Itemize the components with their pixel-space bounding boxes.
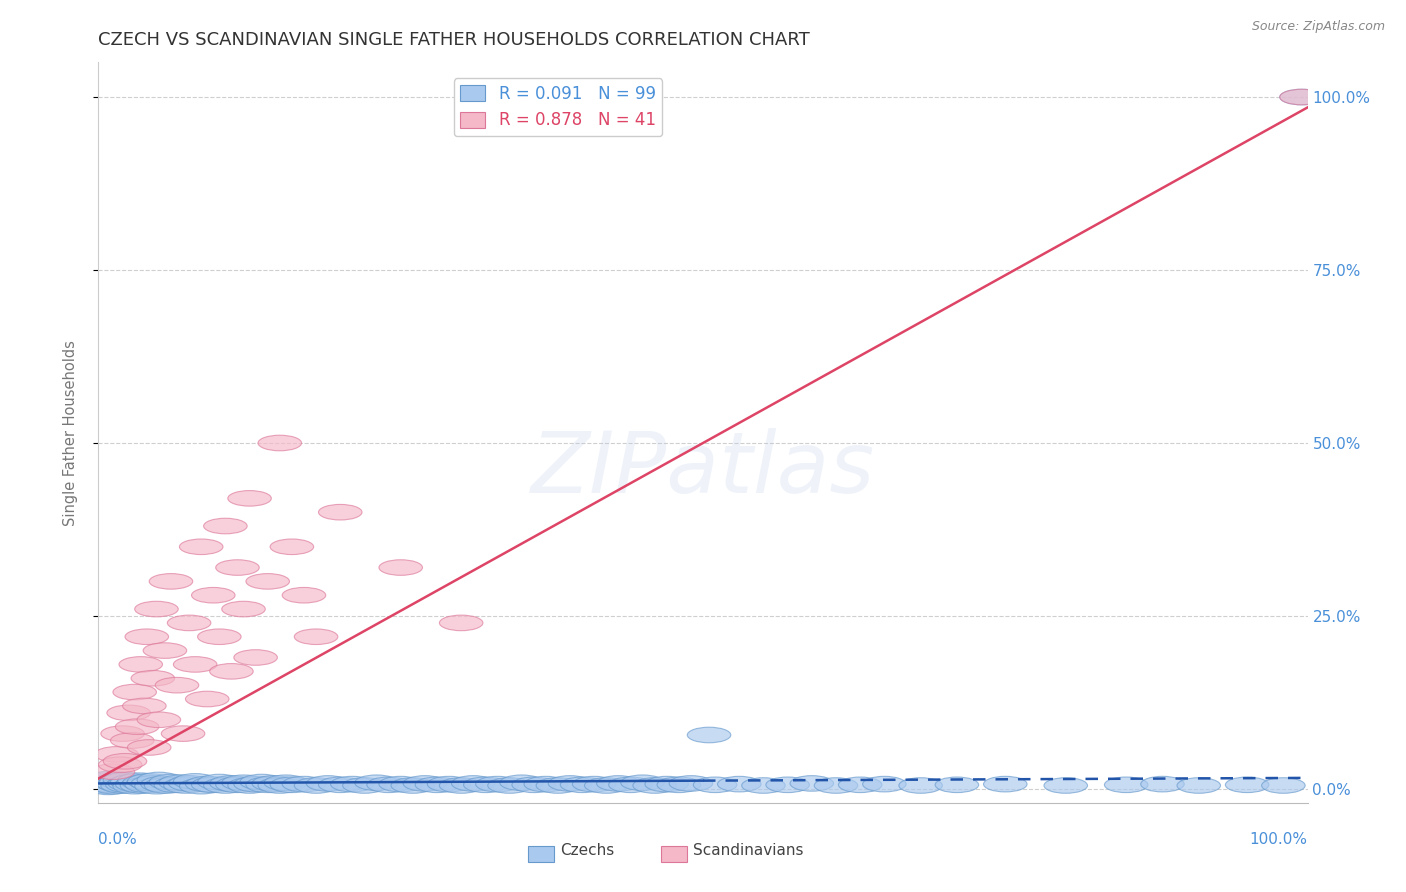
Text: ZIPatlas: ZIPatlas bbox=[531, 428, 875, 511]
Text: Scandinavians: Scandinavians bbox=[693, 844, 804, 858]
FancyBboxPatch shape bbox=[527, 846, 554, 862]
Text: Czechs: Czechs bbox=[561, 844, 614, 858]
FancyBboxPatch shape bbox=[661, 846, 688, 862]
Text: 100.0%: 100.0% bbox=[1250, 832, 1308, 847]
Text: Source: ZipAtlas.com: Source: ZipAtlas.com bbox=[1251, 20, 1385, 33]
Legend: R = 0.091   N = 99, R = 0.878   N = 41: R = 0.091 N = 99, R = 0.878 N = 41 bbox=[454, 78, 662, 136]
Y-axis label: Single Father Households: Single Father Households bbox=[63, 340, 77, 525]
Text: CZECH VS SCANDINAVIAN SINGLE FATHER HOUSEHOLDS CORRELATION CHART: CZECH VS SCANDINAVIAN SINGLE FATHER HOUS… bbox=[98, 31, 810, 49]
Text: 0.0%: 0.0% bbox=[98, 832, 138, 847]
